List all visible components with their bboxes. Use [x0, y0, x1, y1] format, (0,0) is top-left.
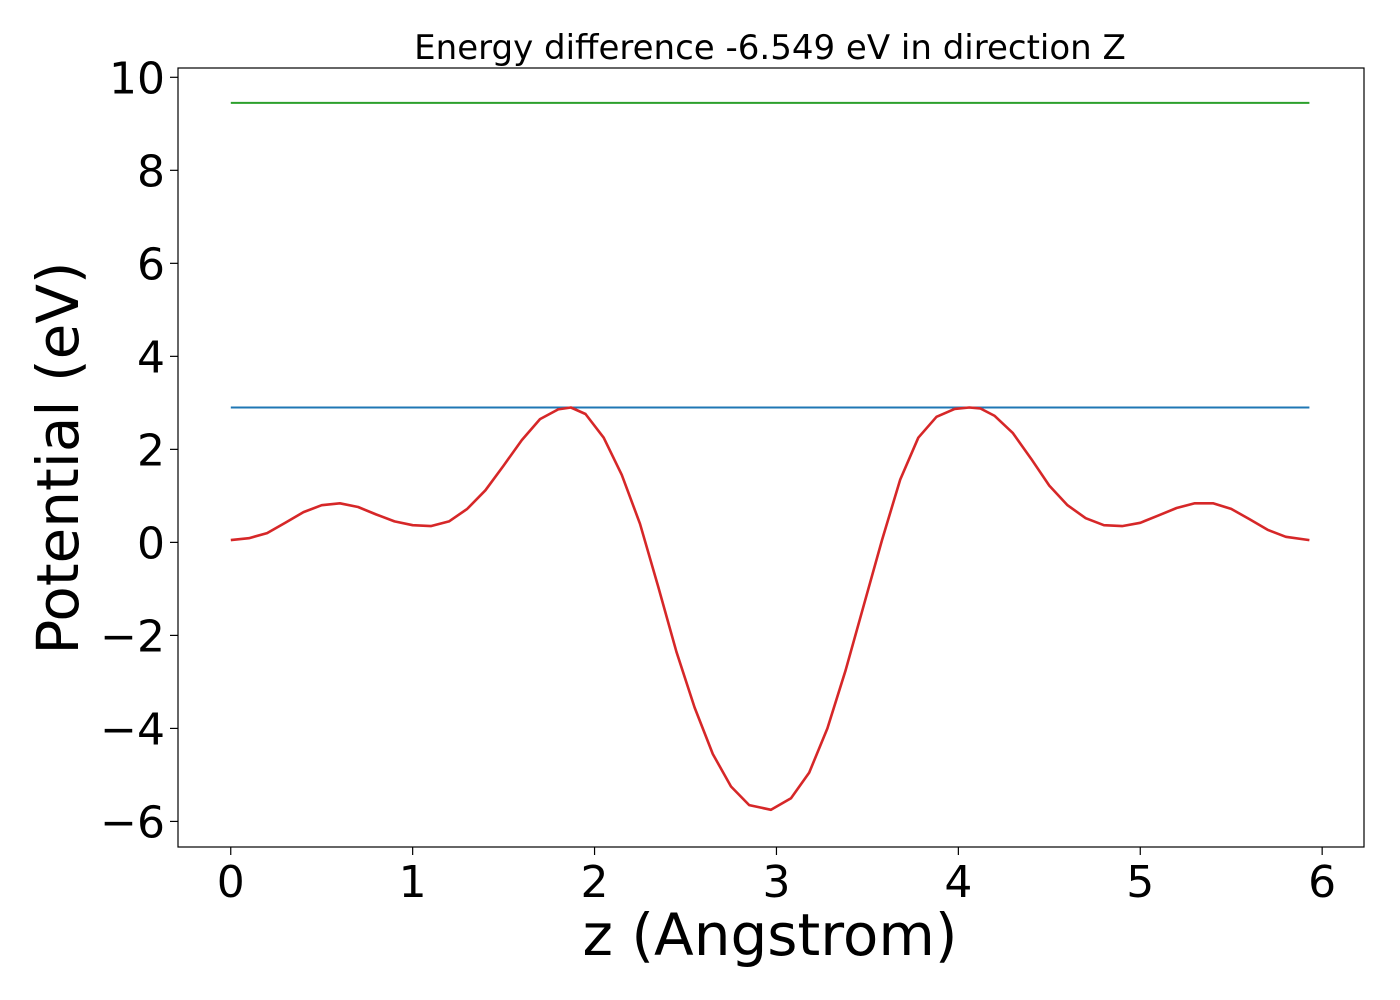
- x-tick-label: 2: [581, 857, 609, 908]
- y-tick-label: 2: [137, 425, 165, 476]
- y-tick-label: −2: [100, 611, 165, 662]
- x-axis-label: z (Angstrom): [583, 901, 958, 969]
- y-tick-label: −4: [100, 704, 165, 755]
- x-axis: 0 1 2 3 4 5 6: [217, 847, 1336, 908]
- y-tick-label: 10: [109, 53, 165, 104]
- y-tick-label: −6: [100, 797, 165, 848]
- y-tick-label: 8: [137, 146, 165, 197]
- x-tick-label: 1: [399, 857, 427, 908]
- y-tick-label: 4: [137, 332, 165, 383]
- plot-frame: [177, 67, 1365, 848]
- series-line-3: [230, 406, 1310, 812]
- x-tick-label: 3: [762, 857, 790, 908]
- y-tick-label: 0: [137, 518, 165, 569]
- y-tick-label: 6: [137, 239, 165, 290]
- y-axis: −6 −4 −2 0 2 4 6 8 10: [100, 53, 178, 848]
- chart-title: Energy difference -6.549 eV in direction…: [414, 28, 1126, 68]
- x-tick-label: 5: [1126, 857, 1154, 908]
- plot-area: [230, 101, 1310, 812]
- y-axis-label: Potential (eV): [24, 261, 92, 654]
- x-tick-label: 6: [1308, 857, 1336, 908]
- x-tick-label: 4: [944, 857, 972, 908]
- x-tick-label: 0: [217, 857, 245, 908]
